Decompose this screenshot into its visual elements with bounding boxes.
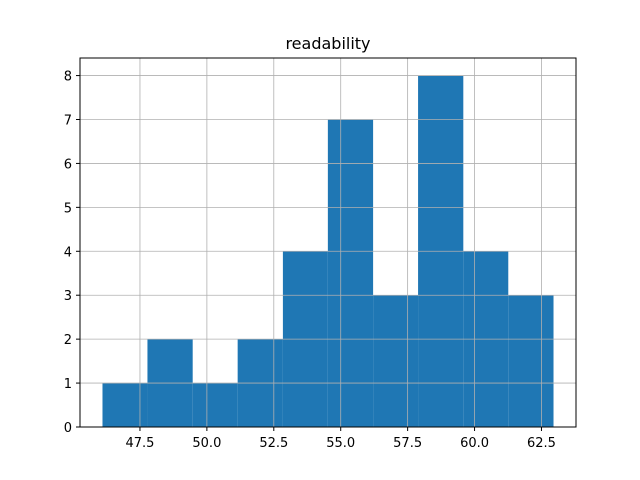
histogram-bar (373, 295, 419, 427)
y-tick-label: 3 (64, 289, 72, 304)
histogram-bar (102, 383, 148, 427)
x-tick-label: 47.5 (125, 436, 154, 451)
ticks: 47.5 50.0 52.5 55.0 57.5 60.0 62.5 0 1 2 3 4 5 6 7 8 (64, 70, 556, 451)
histogram-bar (192, 383, 238, 427)
y-tick-label: 5 (64, 201, 72, 216)
x-tick-label: 57.5 (393, 436, 422, 451)
x-tick-label: 52.5 (259, 436, 288, 451)
y-tick-label: 7 (64, 114, 72, 129)
chart-title: readability (285, 34, 370, 53)
x-tick-label: 60.0 (460, 436, 489, 451)
y-tick-label: 8 (64, 70, 72, 85)
bars (80, 58, 576, 428)
x-tick-label: 50.0 (192, 436, 221, 451)
y-tick-label: 4 (64, 245, 72, 260)
x-tick-label: 55.0 (326, 436, 355, 451)
y-tick-label: 6 (64, 157, 72, 172)
y-tick-label: 1 (64, 377, 72, 392)
x-tick-label: 62.5 (527, 436, 556, 451)
plot-frame (79, 57, 577, 428)
y-tick-label: 2 (64, 333, 72, 348)
y-tick-label: 0 (64, 421, 72, 436)
histogram-bar (327, 119, 374, 427)
histogram-bar (508, 295, 554, 427)
